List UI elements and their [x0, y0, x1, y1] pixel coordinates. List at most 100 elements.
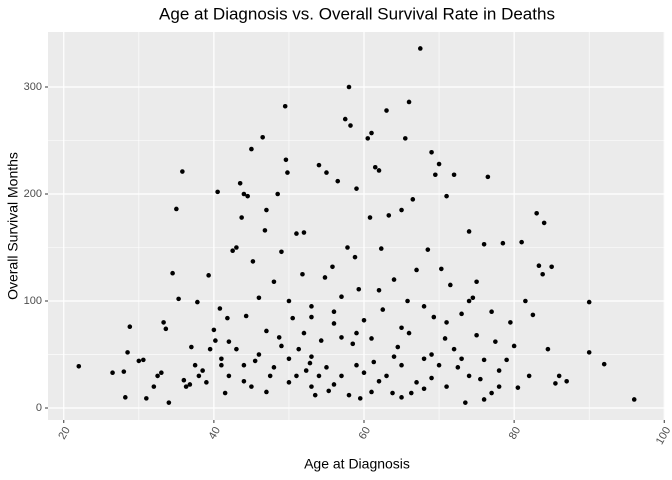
point	[369, 336, 374, 341]
y-tick-label: 200	[24, 188, 42, 200]
point	[390, 390, 395, 396]
point	[444, 320, 449, 325]
point	[466, 298, 472, 304]
point	[271, 365, 277, 370]
point	[378, 246, 384, 251]
point	[549, 264, 554, 270]
point	[331, 321, 337, 326]
point	[159, 370, 164, 376]
point	[121, 369, 127, 374]
point	[380, 307, 386, 312]
point	[354, 330, 359, 336]
point	[369, 130, 374, 136]
point	[361, 370, 367, 376]
point	[301, 330, 307, 336]
x-axis-label: Age at Diagnosis	[304, 456, 410, 472]
point	[515, 385, 521, 390]
point	[264, 389, 269, 395]
point	[309, 314, 314, 320]
point	[421, 304, 427, 309]
point	[399, 207, 404, 213]
point	[511, 343, 517, 349]
point	[356, 286, 362, 292]
point	[219, 356, 224, 362]
point	[241, 378, 247, 384]
point	[508, 320, 513, 325]
point	[296, 346, 302, 352]
plot-background	[48, 32, 665, 420]
point	[372, 164, 378, 170]
point	[211, 327, 217, 333]
point	[352, 254, 358, 260]
point	[459, 356, 464, 362]
point	[414, 380, 419, 385]
point	[136, 358, 142, 364]
point	[249, 384, 254, 389]
point	[395, 344, 401, 350]
point	[478, 376, 483, 382]
point	[192, 362, 198, 368]
point	[345, 245, 350, 250]
point	[300, 271, 305, 277]
point	[123, 395, 128, 400]
point	[331, 309, 337, 315]
x-tick-label: 100	[654, 425, 672, 447]
point	[294, 373, 299, 379]
point	[361, 317, 367, 323]
point	[264, 207, 269, 213]
point	[127, 324, 133, 329]
point	[406, 99, 412, 105]
point	[195, 299, 200, 305]
point	[279, 343, 284, 349]
point	[189, 344, 194, 350]
point	[433, 172, 438, 178]
point	[466, 373, 472, 379]
point	[586, 299, 592, 305]
point	[485, 174, 491, 180]
point	[371, 359, 377, 365]
point	[170, 270, 175, 276]
point	[151, 384, 157, 389]
point	[425, 247, 431, 252]
point	[290, 315, 295, 321]
point	[234, 245, 239, 250]
point	[286, 298, 292, 304]
point	[331, 382, 337, 387]
point	[489, 309, 494, 315]
point	[207, 346, 213, 352]
x-tick-label: 80	[507, 425, 524, 442]
point	[391, 277, 397, 282]
point	[339, 294, 344, 300]
point	[444, 384, 449, 389]
point	[219, 362, 224, 368]
point	[429, 375, 434, 381]
point	[303, 368, 309, 373]
point	[187, 382, 193, 387]
point	[285, 170, 290, 175]
point	[226, 339, 232, 344]
point	[307, 360, 313, 366]
point	[500, 240, 506, 246]
point	[601, 361, 607, 367]
point	[421, 386, 427, 392]
point	[312, 392, 318, 398]
point	[330, 264, 335, 270]
point	[350, 341, 356, 347]
point	[346, 84, 352, 90]
point	[354, 186, 359, 191]
point	[279, 249, 284, 255]
y-tick-label: 100	[24, 295, 42, 307]
point	[463, 400, 468, 405]
point	[530, 312, 536, 318]
point	[541, 220, 547, 226]
point	[376, 288, 382, 293]
point	[564, 378, 569, 384]
point	[237, 181, 243, 186]
point	[523, 298, 528, 304]
point	[553, 381, 558, 386]
point	[367, 215, 373, 220]
point	[262, 228, 268, 233]
point	[342, 116, 348, 122]
point	[444, 193, 449, 199]
point	[301, 230, 307, 235]
